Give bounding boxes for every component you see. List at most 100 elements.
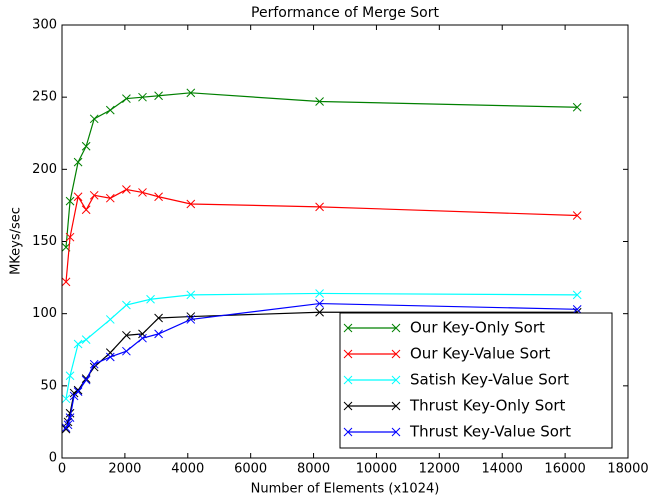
y-tick-label: 200 (32, 162, 57, 177)
x-tick-label: 14000 (482, 462, 523, 477)
marker (122, 346, 131, 356)
marker (81, 335, 91, 345)
marker (572, 102, 582, 112)
x-tick-label: 0 (58, 462, 66, 477)
marker (81, 205, 91, 215)
series (61, 299, 582, 433)
marker (154, 192, 163, 202)
marker (61, 394, 71, 404)
marker (89, 114, 99, 124)
legend-label: Thrust Key-Only Sort (409, 397, 566, 415)
marker (315, 202, 324, 212)
marker (138, 188, 147, 197)
marker (73, 157, 83, 167)
legend-marker (343, 427, 353, 437)
series-line (65, 188, 578, 282)
series (61, 307, 582, 434)
marker (572, 211, 582, 220)
marker (65, 196, 75, 206)
y-tick-label: 50 (40, 378, 57, 393)
marker (105, 105, 115, 115)
marker (73, 387, 83, 396)
marker (186, 199, 196, 209)
series-line (65, 92, 578, 248)
marker (61, 277, 71, 287)
series (61, 289, 582, 404)
marker (63, 417, 73, 427)
legend-label: Thrust Key-Value Sort (409, 423, 571, 441)
plot-frame (61, 24, 629, 459)
marker (154, 329, 163, 339)
y-tick-label: 150 (32, 234, 57, 249)
x-tick-label: 10000 (356, 462, 397, 477)
marker (73, 339, 83, 349)
x-axis-label: Number of Elements (x1024) (251, 482, 440, 497)
y-tick-label: 300 (32, 18, 57, 33)
x-tick-label: 18000 (607, 462, 648, 477)
x-tick-label: 2000 (108, 462, 141, 477)
marker (572, 304, 582, 314)
x-tick-label: 12000 (419, 462, 460, 477)
marker (122, 300, 131, 310)
series-line (65, 311, 578, 430)
marker (154, 313, 163, 323)
legend-marker (391, 375, 401, 385)
marker (315, 307, 324, 317)
marker (89, 359, 99, 369)
marker (186, 315, 196, 324)
marker (572, 290, 582, 300)
marker (315, 289, 324, 298)
marker (65, 413, 75, 422)
marker (65, 371, 75, 381)
marker (105, 352, 115, 362)
x-tick-label: 6000 (234, 462, 267, 477)
marker (65, 408, 75, 418)
marker (186, 88, 196, 98)
marker (122, 94, 131, 103)
y-axis-label: MKeys/sec (9, 207, 24, 275)
marker (105, 315, 115, 324)
marker (81, 375, 91, 385)
marker (138, 92, 147, 102)
marker (315, 97, 324, 106)
marker (81, 141, 91, 151)
legend-label: Satish Key-Value Sort (410, 371, 569, 389)
marker (138, 329, 147, 339)
marker (65, 232, 75, 242)
marker (122, 185, 131, 194)
series (61, 88, 582, 252)
marker (154, 91, 163, 101)
marker (73, 192, 83, 202)
chart-title: Performance of Merge Sort (251, 5, 439, 21)
marker (146, 294, 155, 304)
legend-marker (391, 323, 401, 333)
legend-label: Our Key-Only Sort (410, 319, 545, 337)
series-line (65, 302, 578, 429)
marker (89, 190, 99, 200)
marker (186, 290, 196, 300)
legend-marker (391, 349, 401, 359)
y-tick-label: 250 (32, 90, 57, 105)
x-tick-label: 4000 (171, 462, 204, 477)
legend-marker (391, 427, 401, 437)
series-line (65, 292, 578, 399)
marker (61, 424, 71, 434)
series (61, 185, 582, 287)
legend-marker (391, 401, 401, 411)
legend-marker (343, 375, 353, 385)
marker (63, 420, 73, 430)
marker (122, 330, 131, 340)
legend-marker (343, 323, 353, 333)
marker (105, 193, 115, 203)
x-tick-label: 8000 (297, 462, 330, 477)
legend-marker (343, 401, 353, 411)
marker (315, 299, 324, 308)
legend-label: Our Key-Value Sort (410, 345, 551, 363)
x-tick-label: 16000 (544, 462, 585, 477)
marker (138, 333, 147, 343)
y-tick-label: 0 (49, 451, 57, 466)
marker (105, 348, 115, 357)
y-tick-label: 100 (32, 306, 57, 321)
legend-marker (343, 349, 353, 359)
